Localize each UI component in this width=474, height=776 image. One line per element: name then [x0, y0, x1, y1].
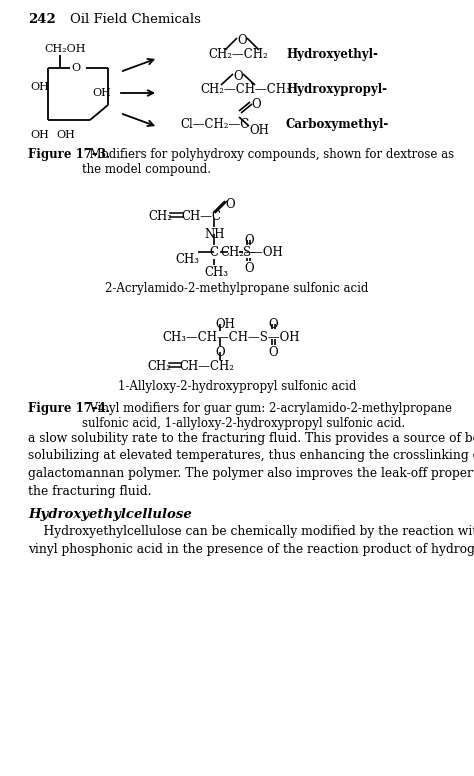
Text: Figure 17–4.: Figure 17–4.: [28, 402, 110, 415]
Text: Hydroxyethyl-: Hydroxyethyl-: [286, 48, 378, 61]
Text: CH—C: CH—C: [181, 210, 221, 223]
Text: OH: OH: [249, 124, 269, 137]
Text: a slow solubility rate to the fracturing fluid. This provides a source of boron : a slow solubility rate to the fracturing…: [28, 432, 474, 497]
Text: Hydroxyethylcellulose: Hydroxyethylcellulose: [28, 508, 192, 521]
Text: CH₂—CH₂: CH₂—CH₂: [208, 48, 268, 61]
Text: CH₂—CH—CH₃: CH₂—CH—CH₃: [200, 83, 291, 96]
Text: Hydroxypropyl-: Hydroxypropyl-: [286, 83, 387, 96]
Text: Cl—CH₂—C: Cl—CH₂—C: [180, 118, 249, 131]
Text: O: O: [251, 98, 261, 111]
Text: CH₃: CH₃: [204, 266, 228, 279]
Text: Modifiers for polyhydroxy compounds, shown for dextrose as
the model compound.: Modifiers for polyhydroxy compounds, sho…: [82, 148, 454, 176]
Text: O: O: [215, 346, 225, 359]
Text: O: O: [71, 63, 80, 73]
Text: CH₂OH: CH₂OH: [44, 44, 85, 54]
Text: OH: OH: [30, 130, 49, 140]
Text: CH₃—CH—CH—S—OH: CH₃—CH—CH—S—OH: [162, 331, 300, 344]
Text: OH: OH: [30, 82, 49, 92]
Text: O: O: [244, 234, 254, 247]
Text: Figure 17–3.: Figure 17–3.: [28, 148, 110, 161]
Text: OH: OH: [56, 130, 75, 140]
Text: CH₂—: CH₂—: [220, 246, 256, 259]
Text: Oil Field Chemicals: Oil Field Chemicals: [70, 13, 201, 26]
Text: CH—CH₂: CH—CH₂: [179, 360, 234, 373]
Text: 242: 242: [28, 13, 56, 26]
Text: C: C: [209, 246, 218, 259]
Text: O: O: [268, 346, 278, 359]
Text: 2-Acrylamido-2-methylpropane sulfonic acid: 2-Acrylamido-2-methylpropane sulfonic ac…: [105, 282, 369, 295]
Text: S—OH: S—OH: [243, 246, 283, 259]
Text: CH₃: CH₃: [175, 253, 199, 266]
Text: Carboxymethyl-: Carboxymethyl-: [286, 118, 389, 131]
Text: O: O: [244, 262, 254, 275]
Text: O: O: [225, 198, 235, 211]
Text: NH: NH: [204, 228, 225, 241]
Text: 1-Allyloxy-2-hydroxypropyl sulfonic acid: 1-Allyloxy-2-hydroxypropyl sulfonic acid: [118, 380, 356, 393]
Text: O: O: [233, 70, 243, 83]
Text: OH: OH: [92, 88, 111, 98]
Text: CH₂: CH₂: [147, 360, 171, 373]
Text: Vinyl modifiers for guar gum: 2-acrylamido-2-methylpropane
sulfonic acid, 1-ally: Vinyl modifiers for guar gum: 2-acrylami…: [82, 402, 452, 430]
Text: Hydroxyethylcellulose can be chemically modified by the reaction with
vinyl phos: Hydroxyethylcellulose can be chemically …: [28, 525, 474, 556]
Text: O: O: [237, 34, 247, 47]
Text: O: O: [268, 318, 278, 331]
Text: CH₂: CH₂: [148, 210, 172, 223]
Text: OH: OH: [215, 318, 235, 331]
